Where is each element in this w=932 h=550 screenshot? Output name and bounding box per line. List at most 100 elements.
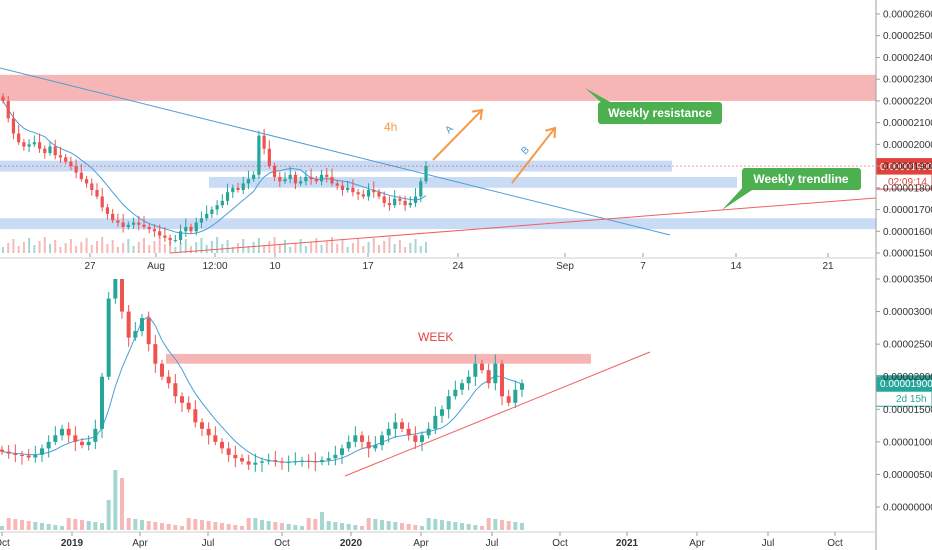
volume-bar [96, 241, 98, 253]
week-resistance-zone [166, 353, 591, 364]
volume-bar [260, 520, 264, 530]
candle-body [20, 454, 24, 456]
candle-body [152, 229, 157, 232]
volume-bar [148, 245, 151, 253]
volume-bar [60, 526, 64, 530]
volume-bar [69, 239, 72, 253]
candle-body [393, 198, 397, 206]
candle-body [111, 213, 115, 221]
x-tick-label: Apr [413, 538, 429, 549]
candle-body [158, 231, 162, 236]
volume-bar [398, 240, 401, 253]
candle-body [131, 222, 136, 225]
bottom-pane-week[interactable]: 0.00001900 2d 15h [0, 279, 932, 530]
volume-bar [409, 243, 412, 253]
candle-body [413, 196, 418, 204]
candle-body [40, 448, 44, 455]
volume-bar [179, 243, 182, 253]
y-tick-label: 0.00001600 [883, 227, 932, 238]
descending-trendline [0, 67, 671, 236]
candle-body [241, 183, 245, 190]
volume-bar [26, 521, 31, 530]
candle-body [466, 376, 471, 384]
volume-bar [80, 520, 84, 530]
y-tick-label: 0.00001000 [883, 437, 932, 448]
candle-body [73, 435, 78, 442]
candle-body [64, 157, 68, 162]
candle-body [126, 311, 131, 338]
volume-bar [200, 238, 203, 253]
candle-body [205, 213, 209, 219]
trendline-callout-pointer [722, 185, 752, 210]
candle-body [353, 435, 358, 442]
volume-bar [195, 242, 198, 253]
candle-body [260, 461, 264, 463]
volume-bar [106, 244, 109, 253]
volume-bar [12, 239, 15, 253]
volume-bar [49, 244, 51, 253]
candle-body [252, 174, 256, 180]
timeframe-label-week: WEEK [418, 330, 453, 344]
candle-body [300, 460, 304, 462]
volume-bar [378, 245, 380, 253]
volume-bar [433, 519, 438, 530]
volume-bar [2, 247, 4, 253]
volume-bar [306, 518, 311, 530]
candle-body [387, 203, 392, 206]
volume-bar [280, 523, 284, 530]
volume-bar [333, 522, 338, 530]
candle-body [253, 462, 258, 465]
candle-body [160, 363, 164, 377]
candle-body [453, 389, 458, 397]
y-tick-label: 0.00003500 [883, 275, 932, 286]
volume-bar [466, 524, 471, 530]
y-tick-label: 0.00002200 [883, 96, 932, 107]
volume-bar [106, 500, 111, 530]
candle-body [193, 409, 198, 423]
candle-body [6, 100, 10, 119]
candle-body [283, 179, 287, 182]
support-zone [0, 218, 876, 230]
volume-bar [246, 518, 251, 530]
volume-bar [446, 521, 451, 530]
candle-body [304, 176, 308, 182]
candle-body [100, 196, 104, 208]
candle-body [53, 435, 58, 442]
volume-bar [169, 240, 172, 253]
candle-body [86, 441, 91, 446]
volume-bar [100, 523, 104, 530]
volume-bar [393, 522, 398, 530]
volume-bar [85, 238, 88, 253]
x-tick-label: 2020 [340, 538, 363, 549]
candle-body [340, 448, 344, 455]
candle-body [210, 209, 214, 214]
candle-body [433, 415, 438, 429]
volume-bar [7, 243, 10, 253]
volume-bar [367, 242, 370, 253]
candle-body [80, 441, 84, 446]
x-tick-label: 2021 [616, 538, 639, 549]
volume-bar [113, 470, 118, 530]
x-tick-label: Apr [689, 538, 705, 549]
candle-body [116, 220, 120, 223]
candle-body [69, 161, 73, 167]
candle-body [231, 187, 235, 193]
candle-body [180, 396, 184, 403]
candle-body [293, 461, 298, 463]
x-tick-label: 21 [822, 261, 834, 272]
candle-body [95, 189, 99, 197]
candle-body [236, 187, 240, 190]
volume-bar [336, 244, 339, 253]
volume-bar [480, 526, 484, 530]
volume-bar [122, 243, 125, 253]
x-tick-label: Oct [552, 538, 568, 549]
volume-bar [233, 525, 238, 530]
volume-bar [513, 522, 518, 530]
candle-body [346, 441, 351, 449]
x-tick-label: Jul [202, 538, 215, 549]
volume-bar [300, 526, 304, 530]
volume-bar [153, 241, 156, 253]
candle-body [356, 192, 360, 195]
volume-bar [101, 237, 104, 253]
